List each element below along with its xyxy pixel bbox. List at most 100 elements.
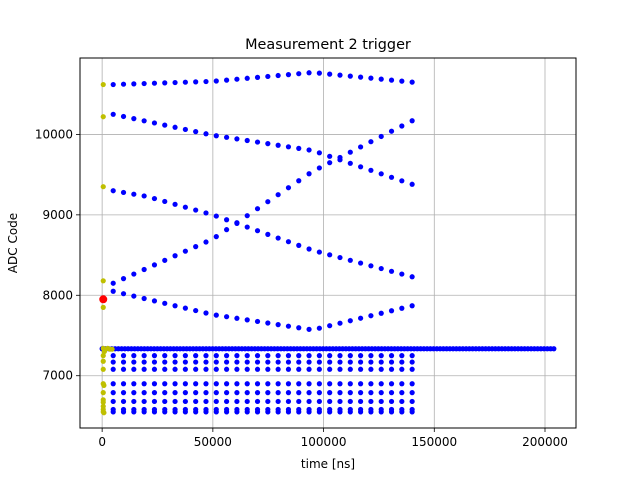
data-point bbox=[193, 390, 199, 396]
x-axis-label: time [ns] bbox=[301, 457, 355, 471]
data-point bbox=[327, 409, 333, 415]
data-point bbox=[182, 366, 188, 372]
data-point bbox=[551, 346, 557, 352]
data-point bbox=[409, 274, 415, 280]
data-point bbox=[234, 136, 240, 142]
data-point bbox=[131, 366, 137, 372]
data-point bbox=[172, 79, 178, 86]
data-point bbox=[172, 359, 178, 365]
data-point bbox=[141, 295, 147, 302]
data-point bbox=[378, 409, 384, 415]
data-point bbox=[285, 390, 292, 396]
data-point bbox=[388, 77, 395, 83]
data-point bbox=[101, 348, 107, 355]
data-point bbox=[368, 75, 374, 81]
data-point bbox=[285, 185, 292, 191]
y-tick-label: 9000 bbox=[42, 208, 73, 222]
data-point bbox=[100, 184, 106, 190]
data-point bbox=[306, 409, 312, 415]
data-point bbox=[306, 70, 312, 76]
data-point bbox=[358, 359, 364, 365]
data-point bbox=[162, 409, 168, 415]
data-point bbox=[193, 307, 199, 314]
data-point bbox=[265, 231, 271, 237]
data-point bbox=[378, 381, 384, 387]
data-point bbox=[213, 234, 219, 240]
data-point bbox=[172, 201, 178, 207]
data-point bbox=[306, 381, 312, 387]
data-point bbox=[151, 195, 158, 202]
data-point bbox=[378, 133, 384, 140]
data-point bbox=[296, 71, 302, 77]
data-point bbox=[347, 257, 353, 263]
data-point bbox=[337, 154, 343, 161]
data-point bbox=[368, 390, 374, 396]
data-point bbox=[203, 353, 209, 359]
data-point bbox=[182, 398, 188, 405]
data-point bbox=[337, 409, 343, 415]
data-point bbox=[327, 366, 333, 372]
data-points bbox=[99, 70, 557, 416]
data-point bbox=[234, 381, 240, 387]
data-point bbox=[327, 390, 333, 396]
data-point bbox=[347, 381, 353, 387]
data-point bbox=[265, 73, 271, 80]
data-point bbox=[265, 353, 271, 359]
data-point bbox=[120, 81, 127, 87]
data-point bbox=[224, 359, 230, 365]
data-point bbox=[193, 366, 199, 372]
data-point bbox=[285, 239, 292, 245]
data-point bbox=[224, 77, 230, 83]
data-point bbox=[203, 398, 209, 405]
data-point bbox=[110, 409, 116, 415]
data-point bbox=[120, 291, 127, 297]
data-point bbox=[399, 78, 405, 84]
x-tick-label: 100000 bbox=[301, 435, 347, 449]
data-point bbox=[213, 381, 219, 387]
data-point bbox=[162, 390, 168, 396]
data-point bbox=[327, 160, 333, 166]
data-point bbox=[337, 320, 343, 326]
data-point bbox=[296, 398, 302, 405]
data-point bbox=[234, 409, 240, 415]
data-point bbox=[224, 398, 230, 405]
data-point bbox=[296, 366, 302, 372]
data-point bbox=[316, 325, 322, 331]
data-point bbox=[151, 398, 158, 405]
data-point bbox=[141, 366, 147, 372]
data-point bbox=[213, 366, 219, 372]
data-point bbox=[327, 353, 333, 359]
data-point bbox=[244, 390, 250, 396]
data-point bbox=[100, 390, 106, 396]
data-point bbox=[275, 353, 281, 359]
data-point bbox=[141, 266, 147, 273]
data-point bbox=[316, 398, 322, 405]
data-point bbox=[120, 398, 127, 405]
data-point bbox=[285, 381, 292, 387]
data-point bbox=[224, 314, 230, 320]
data-point bbox=[337, 390, 343, 396]
data-point bbox=[131, 353, 137, 359]
data-point bbox=[254, 390, 261, 396]
data-point bbox=[265, 359, 271, 365]
data-point bbox=[234, 359, 240, 365]
data-point bbox=[131, 81, 137, 87]
data-point bbox=[224, 134, 230, 140]
data-point bbox=[193, 129, 199, 135]
data-point bbox=[162, 398, 168, 405]
data-point bbox=[141, 359, 147, 365]
data-point bbox=[224, 366, 230, 372]
data-point bbox=[306, 147, 312, 153]
data-point bbox=[306, 359, 312, 365]
data-point bbox=[110, 280, 116, 286]
data-point bbox=[265, 320, 271, 326]
data-point bbox=[203, 239, 209, 245]
data-point bbox=[172, 366, 178, 372]
data-point bbox=[368, 139, 374, 145]
data-point bbox=[275, 235, 281, 241]
data-point bbox=[265, 199, 271, 205]
data-point bbox=[141, 390, 147, 396]
data-point bbox=[213, 353, 219, 359]
data-point bbox=[337, 381, 343, 387]
data-point bbox=[306, 366, 312, 372]
